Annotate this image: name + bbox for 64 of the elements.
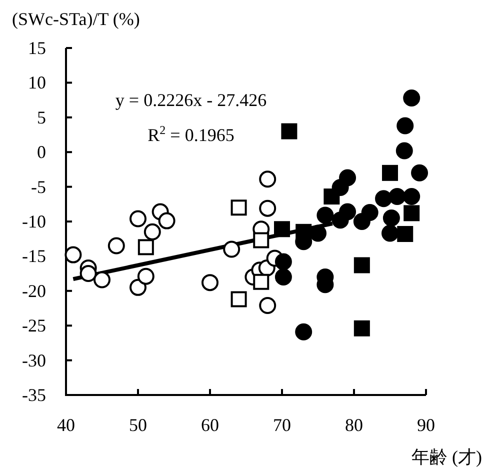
y-tick-label: 0	[37, 142, 46, 162]
y-tick-label: 10	[28, 72, 46, 93]
point	[137, 268, 154, 285]
point	[259, 200, 276, 217]
point	[144, 223, 161, 240]
annotation: R$^{2}$ = 0.1965	[148, 123, 234, 145]
point	[411, 164, 428, 182]
y-tick-label: -25	[22, 316, 46, 336]
y-tick-label: -10	[22, 212, 46, 232]
point	[403, 188, 420, 206]
y-tick-label: 5	[37, 107, 46, 128]
y-tick-label: -5	[31, 176, 46, 197]
point	[382, 210, 400, 227]
point	[375, 190, 392, 208]
point	[396, 117, 414, 134]
point	[130, 278, 146, 296]
y-tick-label: -35	[22, 385, 46, 405]
point	[274, 221, 290, 238]
x-tick-label: 60	[201, 415, 219, 435]
y-tick-label: -30	[22, 350, 46, 370]
point	[295, 323, 312, 340]
point	[404, 205, 420, 222]
point	[339, 203, 356, 220]
x-axis-title: 年齢 (才)	[412, 447, 482, 467]
x-tick-label: 70	[273, 415, 291, 435]
point	[281, 123, 298, 140]
point	[202, 274, 218, 292]
point	[403, 89, 420, 106]
y-tick-label: -20	[22, 280, 46, 301]
point	[223, 240, 240, 258]
annotation: y = 0.2226x - 27.426	[115, 90, 267, 110]
point	[388, 188, 406, 206]
x-tick-label: 80	[345, 415, 363, 435]
point	[316, 206, 334, 224]
point	[310, 224, 326, 242]
point	[130, 210, 146, 228]
x-tick-label: 50	[129, 415, 147, 435]
point	[64, 246, 82, 264]
x-tick-label: 90	[417, 415, 435, 435]
point	[259, 170, 276, 188]
x-tick-label: 40	[57, 415, 75, 435]
point	[230, 291, 247, 308]
point	[94, 271, 110, 288]
point	[397, 226, 414, 242]
y-tick-label: 15	[28, 38, 46, 58]
y-axis-title: (SWc-STa)/T (%)	[12, 9, 140, 29]
point	[274, 268, 292, 286]
point	[396, 142, 413, 160]
point	[259, 296, 276, 314]
point	[382, 164, 398, 181]
y-tick-label: -15	[22, 246, 46, 266]
point	[354, 257, 370, 274]
point	[382, 224, 398, 242]
point	[361, 204, 378, 221]
point	[274, 253, 292, 270]
point	[108, 237, 125, 254]
point	[253, 274, 270, 290]
point	[80, 265, 97, 282]
point	[230, 200, 247, 216]
point	[253, 232, 270, 248]
point	[332, 178, 349, 196]
point	[138, 239, 154, 256]
point	[158, 212, 176, 230]
point	[354, 320, 370, 336]
